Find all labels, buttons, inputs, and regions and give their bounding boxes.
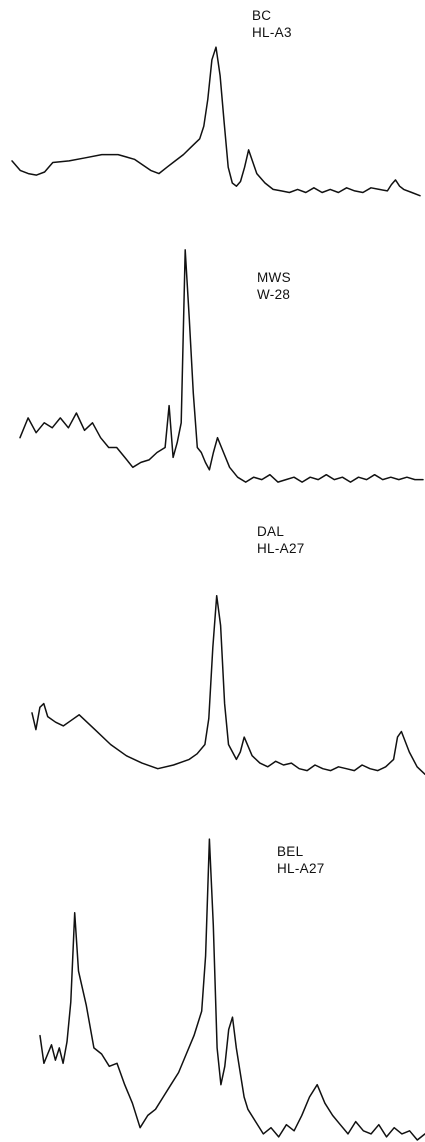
trace-bel — [39, 838, 425, 1141]
trace-mws — [19, 249, 424, 483]
panel-label-antigen: HL-A27 — [277, 861, 325, 876]
trace-bc — [11, 46, 421, 197]
panel-label-sample: BEL — [277, 844, 304, 859]
trace-dal — [31, 594, 425, 776]
panel-label-antigen: HL-A27 — [257, 541, 305, 556]
panel-label-sample: DAL — [257, 524, 284, 539]
panel-label-antigen: HL-A3 — [252, 25, 292, 40]
panel-mws: MWS W-28 — [19, 249, 424, 483]
panel-bel: BEL HL-A27 — [39, 838, 425, 1141]
panel-dal: DAL HL-A27 — [31, 524, 425, 776]
panel-label-antigen: W-28 — [257, 287, 290, 302]
panel-label-sample: BC — [252, 8, 271, 23]
panel-bc: BC HL-A3 — [11, 8, 421, 197]
panel-label-sample: MWS — [257, 270, 291, 285]
